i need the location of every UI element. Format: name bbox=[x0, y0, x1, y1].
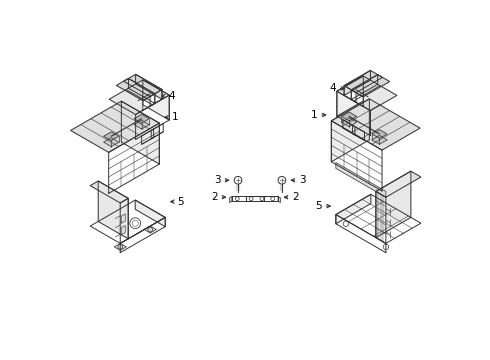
Polygon shape bbox=[372, 130, 387, 138]
Polygon shape bbox=[331, 99, 369, 162]
Polygon shape bbox=[136, 95, 169, 139]
Polygon shape bbox=[142, 129, 154, 144]
Polygon shape bbox=[372, 135, 387, 144]
Polygon shape bbox=[336, 194, 371, 224]
Polygon shape bbox=[352, 125, 365, 140]
Polygon shape bbox=[376, 171, 411, 238]
Polygon shape bbox=[135, 200, 165, 227]
Text: 2: 2 bbox=[211, 192, 218, 202]
Polygon shape bbox=[123, 74, 162, 96]
Polygon shape bbox=[109, 123, 159, 193]
Polygon shape bbox=[143, 94, 155, 111]
Polygon shape bbox=[232, 197, 264, 201]
Polygon shape bbox=[344, 86, 356, 102]
Polygon shape bbox=[128, 78, 155, 103]
Polygon shape bbox=[151, 123, 163, 139]
Text: 5: 5 bbox=[316, 201, 322, 211]
Polygon shape bbox=[121, 214, 125, 223]
Polygon shape bbox=[331, 99, 420, 150]
Polygon shape bbox=[109, 80, 169, 114]
Text: 3: 3 bbox=[299, 175, 305, 185]
Polygon shape bbox=[134, 120, 149, 129]
Text: 1: 1 bbox=[311, 110, 318, 120]
Polygon shape bbox=[337, 91, 370, 136]
Polygon shape bbox=[336, 163, 386, 197]
Polygon shape bbox=[351, 75, 390, 97]
Polygon shape bbox=[337, 76, 363, 116]
Polygon shape bbox=[120, 217, 165, 253]
Polygon shape bbox=[120, 198, 128, 243]
Polygon shape bbox=[229, 197, 232, 203]
Polygon shape bbox=[336, 194, 421, 243]
Polygon shape bbox=[342, 112, 357, 121]
Polygon shape bbox=[376, 171, 421, 197]
Polygon shape bbox=[134, 114, 149, 123]
Polygon shape bbox=[343, 120, 355, 135]
Text: 2: 2 bbox=[292, 192, 298, 202]
Polygon shape bbox=[122, 101, 159, 164]
Polygon shape bbox=[351, 90, 363, 107]
Polygon shape bbox=[344, 71, 370, 95]
Polygon shape bbox=[144, 226, 156, 233]
Polygon shape bbox=[90, 200, 165, 243]
Polygon shape bbox=[143, 80, 169, 120]
Polygon shape bbox=[337, 76, 397, 111]
Polygon shape bbox=[150, 90, 162, 106]
Polygon shape bbox=[342, 118, 357, 127]
Polygon shape bbox=[136, 74, 162, 99]
Polygon shape bbox=[90, 181, 128, 203]
Polygon shape bbox=[376, 192, 386, 243]
Polygon shape bbox=[114, 243, 126, 250]
Polygon shape bbox=[245, 197, 278, 201]
Polygon shape bbox=[117, 78, 155, 101]
Polygon shape bbox=[103, 138, 119, 147]
Polygon shape bbox=[344, 71, 383, 93]
Polygon shape bbox=[331, 121, 382, 191]
Polygon shape bbox=[351, 75, 378, 100]
Polygon shape bbox=[336, 215, 386, 253]
Text: 4: 4 bbox=[169, 91, 175, 101]
Polygon shape bbox=[121, 225, 125, 235]
Text: 3: 3 bbox=[215, 175, 221, 185]
Text: 5: 5 bbox=[177, 197, 184, 207]
Polygon shape bbox=[98, 181, 128, 239]
Polygon shape bbox=[103, 132, 119, 141]
Polygon shape bbox=[71, 101, 159, 152]
Text: 1: 1 bbox=[172, 112, 178, 122]
Text: 4: 4 bbox=[330, 84, 336, 93]
Polygon shape bbox=[278, 197, 280, 203]
